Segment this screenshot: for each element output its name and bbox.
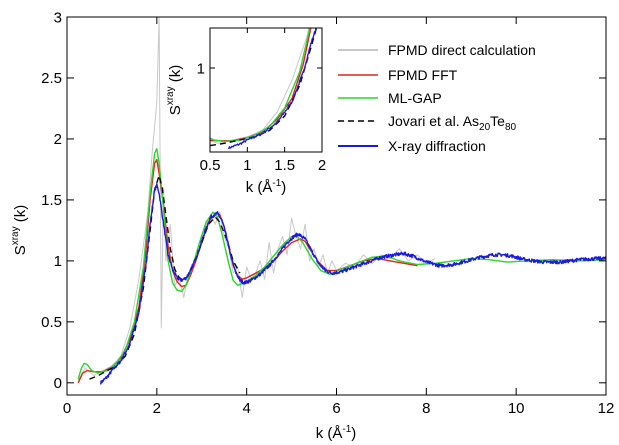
x-tick-label: 4 (242, 400, 250, 417)
main-y-axis-label: Sxray (k) (10, 205, 29, 256)
x-tick-label: 6 (332, 400, 340, 417)
x-tick-label: 1 (243, 157, 251, 174)
series-line-jovari-et-al-as (210, 28, 318, 147)
x-tick-label: 12 (598, 400, 615, 417)
main-y-axis: 0 0.5 1 1.5 2 2.5 3 (41, 9, 606, 392)
legend: FPMD direct calculation FPMD FFT ML-GAP … (338, 42, 536, 154)
legend-entry-fpmd-direct: FPMD direct calculation (338, 42, 536, 58)
main-x-axis: 0 2 4 6 8 10 12 (63, 17, 615, 417)
legend-label: Jovari et al. As20Te80 (388, 113, 517, 133)
series-line-ml-gap (77, 148, 606, 380)
y-tick-label: 0 (54, 375, 62, 392)
series-line-x-ray-diffraction (100, 183, 606, 385)
inset-plot-frame (209, 27, 323, 153)
x-tick-label: 2 (318, 157, 326, 174)
main-x-axis-label: k (Å-1) (316, 424, 357, 442)
y-tick-label: 3 (54, 9, 62, 26)
legend-label: ML-GAP (388, 90, 442, 106)
inset-x-axis: 0.5 1 1.5 2 (200, 28, 326, 174)
y-tick-label: 2.5 (41, 70, 62, 87)
x-tick-label: 0.5 (200, 157, 221, 174)
x-tick-label: 8 (422, 400, 430, 417)
x-tick-label: 0 (63, 400, 71, 417)
legend-entry-jovari: Jovari et al. As20Te80 (338, 113, 517, 133)
series-line-jovari-et-al-as (89, 174, 241, 380)
y-tick-label: 2 (54, 131, 62, 148)
legend-label: FPMD FFT (388, 67, 458, 83)
legend-entry-xray: X-ray diffraction (338, 138, 486, 154)
legend-label: X-ray diffraction (388, 138, 486, 154)
legend-label: FPMD direct calculation (388, 42, 536, 58)
legend-entry-fpmd-fft: FPMD FFT (338, 67, 458, 83)
y-tick-label: 0.5 (41, 314, 62, 331)
x-tick-label: 2 (153, 400, 161, 417)
y-tick-label: 1.5 (41, 192, 62, 209)
y-tick-label: 1 (197, 60, 205, 77)
legend-entry-ml-gap: ML-GAP (338, 90, 442, 106)
inset-x-axis-label: k (Å-1) (246, 178, 287, 196)
series-line-fpmd-fft (210, 28, 312, 142)
main-series-group (77, 17, 606, 385)
x-tick-label: 1.5 (274, 157, 295, 174)
x-tick-label: 10 (508, 400, 525, 417)
series-line-fpmd-direct-calculation (77, 17, 436, 381)
y-tick-label: 1 (54, 253, 62, 270)
inset-y-axis: 1 (197, 60, 322, 77)
inset-series-group (210, 28, 318, 150)
inset-y-axis-label: Sxray (k) (165, 65, 184, 116)
series-line-ml-gap (210, 28, 311, 143)
